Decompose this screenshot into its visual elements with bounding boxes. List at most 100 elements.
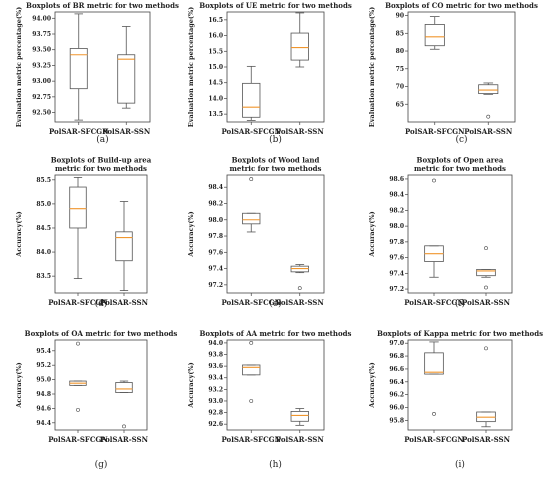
x-category-label: PolSAR-SSN: [276, 127, 325, 136]
box-iqr: [476, 268, 496, 277]
subfigure-label: (d): [95, 298, 108, 309]
subfigure-label: (g): [95, 459, 108, 470]
outlier-point: [484, 246, 488, 251]
y-tick-label: 80: [396, 48, 404, 55]
plot-frame: [407, 11, 516, 123]
y-tick-label: 94.6: [36, 405, 51, 412]
chart-panel-2: Boxplots of UE metric for two methods 13.…: [187, 1, 352, 145]
subfigure-label: (i): [455, 459, 465, 470]
y-tick-label: 98.2: [208, 200, 223, 207]
chart-title: Boxplots of Wood land: [232, 156, 320, 165]
box-iqr: [478, 84, 499, 95]
y-tick-label: 98.4: [389, 192, 404, 199]
box-iqr: [242, 82, 261, 118]
chart-title: Boxplots of CO metric for two methods: [385, 1, 538, 10]
y-tick-label: 98.6: [389, 176, 404, 183]
box-iqr: [69, 186, 87, 229]
y-axis-label: Evaluation metric percentage(%): [368, 7, 376, 127]
y-tick-label: 85.0: [36, 201, 51, 208]
y-tick-label: 84.0: [36, 249, 51, 256]
y-tick-label: 70: [396, 84, 404, 91]
y-tick-label: 16.5: [208, 17, 223, 24]
y-tick-label: 98.4: [208, 184, 223, 191]
plot-frame: [407, 339, 513, 431]
y-axis-label: Accuracy(%): [187, 362, 195, 408]
box-iqr: [242, 364, 261, 376]
box-iqr: [290, 32, 309, 61]
y-tick-label: 92.8: [208, 410, 223, 417]
y-tick-label: 93.4: [208, 375, 223, 382]
y-tick-label: 14.5: [208, 80, 223, 87]
y-tick-label: 98.2: [389, 207, 404, 214]
y-tick-label: 93.00: [32, 78, 51, 85]
y-tick-label: 93.25: [32, 62, 51, 69]
chart-panel-1: Boxplots of BR metric for two methods 92.…: [15, 1, 179, 145]
y-axis-label: Evaluation metric percentage(%): [187, 7, 195, 127]
chart-title: metric for two methods: [55, 164, 147, 173]
plot-frame: [54, 174, 148, 294]
y-tick-label: 97.0: [389, 340, 404, 347]
chart-panel-9: Boxplots of Kappa metric for two methods…: [368, 329, 543, 470]
y-tick-label: 93.2: [208, 386, 223, 393]
y-tick-label: 14.0: [208, 95, 223, 102]
chart-title: Boxplots of OA metric for two methods: [25, 329, 178, 338]
x-category-label: PolSAR-SFCGN: [221, 435, 281, 444]
y-tick-label: 94.4: [36, 420, 51, 427]
x-category-label: PolSAR-SSN: [462, 435, 511, 444]
plot-frame: [54, 339, 148, 431]
y-tick-label: 94.8: [36, 391, 51, 398]
y-tick-label: 97.6: [208, 249, 223, 256]
subfigure-label: (a): [96, 134, 108, 145]
subfigure-label: (h): [269, 459, 282, 470]
y-tick-label: 98.0: [208, 217, 223, 224]
y-tick-label: 97.6: [389, 255, 404, 262]
box-iqr: [424, 352, 444, 375]
y-tick-label: 93.75: [32, 31, 51, 38]
chart-title: Boxplots of BR metric for two methods: [26, 1, 179, 10]
x-category-label: PolSAR-SFCGN: [48, 435, 108, 444]
y-axis-label: Accuracy(%): [368, 211, 376, 257]
y-tick-label: 92.6: [208, 421, 223, 428]
outlier-point: [76, 407, 80, 412]
y-tick-label: 16.0: [208, 33, 223, 40]
box-iqr: [424, 24, 445, 47]
y-tick-label: 94.0: [208, 340, 223, 347]
outlier-point: [122, 424, 126, 429]
outlier-point: [249, 399, 254, 403]
chart-title: Boxplots of AA metric for two methods: [199, 329, 351, 338]
box-iqr: [115, 231, 133, 262]
outlier-point: [486, 114, 491, 119]
subfigure-label: (c): [455, 134, 467, 145]
chart-title: Boxplots of Kappa metric for two methods: [377, 329, 543, 338]
outlier-point: [297, 286, 302, 291]
outlier-point: [76, 341, 80, 346]
y-tick-label: 65: [396, 101, 404, 108]
y-tick-label: 84.5: [36, 225, 51, 232]
y-tick-label: 94.00: [32, 15, 51, 22]
chart-panel-8: Boxplots of AA metric for two methods 92.…: [187, 329, 352, 470]
y-tick-label: 96.6: [389, 366, 404, 373]
x-category-label: PolSAR-SSN: [100, 298, 149, 307]
y-tick-label: 83.5: [36, 273, 51, 280]
box-iqr: [69, 48, 88, 90]
y-tick-label: 97.2: [208, 282, 223, 289]
box-iqr: [117, 54, 136, 104]
y-axis-label: Accuracy(%): [15, 362, 23, 408]
y-tick-label: 13.5: [208, 111, 223, 118]
y-tick-label: 93.8: [208, 352, 223, 359]
subfigure-label: (e): [269, 298, 281, 309]
y-tick-label: 95.0: [36, 377, 51, 384]
y-axis-label: Accuracy(%): [15, 211, 23, 257]
y-tick-label: 92.75: [32, 94, 51, 101]
y-tick-label: 97.4: [208, 266, 223, 273]
y-tick-label: 96.4: [389, 379, 404, 386]
y-tick-label: 15.0: [208, 64, 223, 71]
y-tick-label: 95.8: [389, 417, 404, 424]
box-iqr: [242, 212, 261, 225]
y-tick-label: 97.8: [389, 239, 404, 246]
x-category-label: PolSAR-SFCGN: [48, 298, 108, 307]
y-tick-label: 93.0: [208, 398, 223, 405]
y-axis-label: Accuracy(%): [368, 362, 376, 408]
